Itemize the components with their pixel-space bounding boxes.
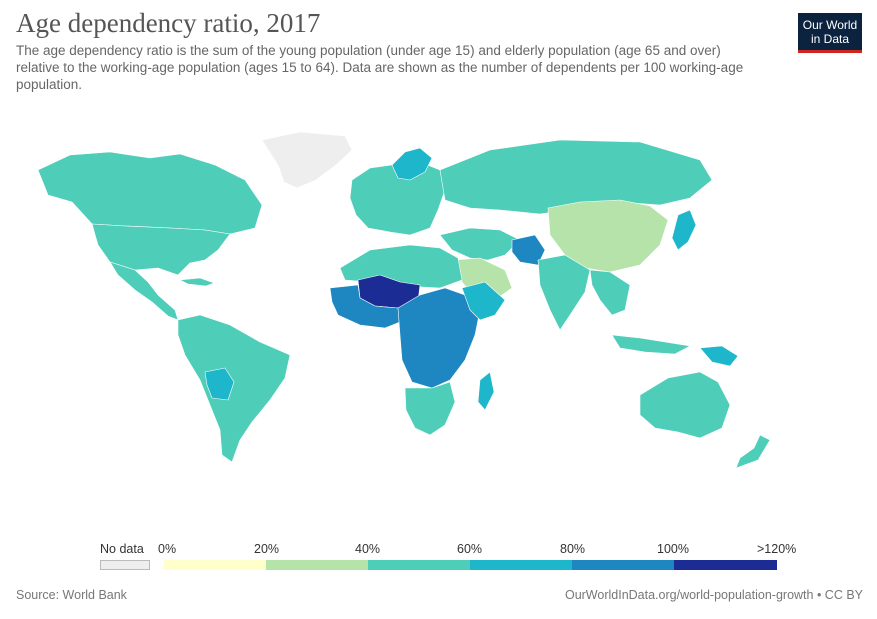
legend-no-data-swatch[interactable] (100, 560, 150, 570)
region-south-america[interactable] (177, 314, 291, 463)
region-australia[interactable] (639, 371, 731, 439)
owid-logo[interactable]: Our World in Data (798, 13, 862, 53)
region-southern-africa[interactable] (404, 381, 456, 436)
region-caribbean[interactable] (179, 277, 215, 287)
chart-title: Age dependency ratio, 2017 (16, 8, 321, 38)
region-usa[interactable] (91, 223, 231, 276)
world-map[interactable] (0, 110, 877, 480)
credit-link[interactable]: OurWorldInData.org/world-population-grow… (564, 588, 863, 602)
color-legend: No data 0% 20% 40% 60% 80% 100% >120% (0, 540, 877, 580)
logo-line-1: Our World (802, 18, 858, 32)
logo-accent-bar (798, 50, 862, 53)
legend-bin-40-60[interactable] (368, 560, 470, 570)
region-scandinavia[interactable] (391, 147, 433, 181)
region-russia[interactable] (439, 139, 713, 215)
legend-bin-60-80[interactable] (470, 560, 572, 570)
legend-bin-100-120[interactable] (674, 560, 777, 570)
legend-tick-40: 40% (355, 542, 381, 556)
legend-no-data-label: No data (100, 542, 144, 556)
legend-bin-80-100[interactable] (572, 560, 674, 570)
legend-tick-max: >120% (757, 542, 797, 556)
region-madagascar[interactable] (477, 371, 495, 411)
legend-tick-20: 20% (254, 542, 280, 556)
region-south-asia[interactable] (537, 254, 591, 331)
legend-tick-100: 100% (657, 542, 689, 556)
region-central-africa[interactable] (397, 287, 481, 389)
legend-tick-0: 0% (158, 542, 177, 556)
region-greenland[interactable] (261, 131, 353, 189)
legend-bin-20-40[interactable] (266, 560, 368, 570)
source-note[interactable]: Source: World Bank (16, 588, 127, 602)
region-japan[interactable] (671, 209, 697, 251)
region-middle-east[interactable] (439, 227, 521, 261)
region-papua-new-guinea[interactable] (699, 345, 739, 367)
legend-tick-60: 60% (457, 542, 483, 556)
region-new-zealand[interactable] (735, 434, 771, 469)
region-afghanistan[interactable] (511, 234, 546, 266)
region-southeast-asia[interactable] (589, 269, 631, 316)
legend-bin-0-20[interactable] (164, 560, 266, 570)
region-bolivia[interactable] (204, 367, 235, 401)
logo-line-2: in Data (810, 32, 850, 46)
legend-tick-80: 80% (560, 542, 586, 556)
region-indonesia[interactable] (611, 334, 691, 355)
chart-subtitle: The age dependency ratio is the sum of t… (16, 43, 744, 92)
region-china[interactable] (547, 199, 669, 273)
region-canada[interactable] (37, 151, 263, 235)
region-horn-of-africa[interactable] (461, 281, 506, 321)
